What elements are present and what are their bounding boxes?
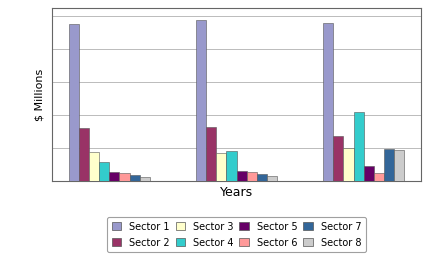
Bar bbox=[196, 19, 206, 181]
Bar bbox=[216, 153, 227, 181]
Y-axis label: $ Millions: $ Millions bbox=[34, 68, 44, 120]
Bar bbox=[343, 148, 354, 181]
Bar bbox=[130, 174, 140, 181]
Bar bbox=[89, 152, 99, 181]
Bar bbox=[227, 151, 237, 181]
Bar bbox=[237, 171, 247, 181]
Bar bbox=[119, 173, 130, 181]
Bar bbox=[267, 176, 277, 181]
Bar bbox=[247, 172, 257, 181]
X-axis label: Years: Years bbox=[220, 186, 253, 200]
Bar bbox=[257, 174, 267, 181]
Legend: Sector 1, Sector 2, Sector 3, Sector 4, Sector 5, Sector 6, Sector 7, Sector 8: Sector 1, Sector 2, Sector 3, Sector 4, … bbox=[107, 217, 366, 252]
Bar bbox=[333, 136, 343, 181]
Bar bbox=[394, 150, 404, 181]
Bar bbox=[69, 24, 79, 181]
Bar bbox=[79, 128, 89, 181]
Bar bbox=[354, 112, 364, 181]
Bar bbox=[140, 177, 150, 181]
Bar bbox=[364, 167, 374, 181]
Bar bbox=[374, 173, 384, 181]
Bar bbox=[323, 23, 333, 181]
Bar bbox=[384, 149, 394, 181]
Bar bbox=[99, 162, 109, 181]
Bar bbox=[109, 172, 119, 181]
Bar bbox=[206, 127, 216, 181]
